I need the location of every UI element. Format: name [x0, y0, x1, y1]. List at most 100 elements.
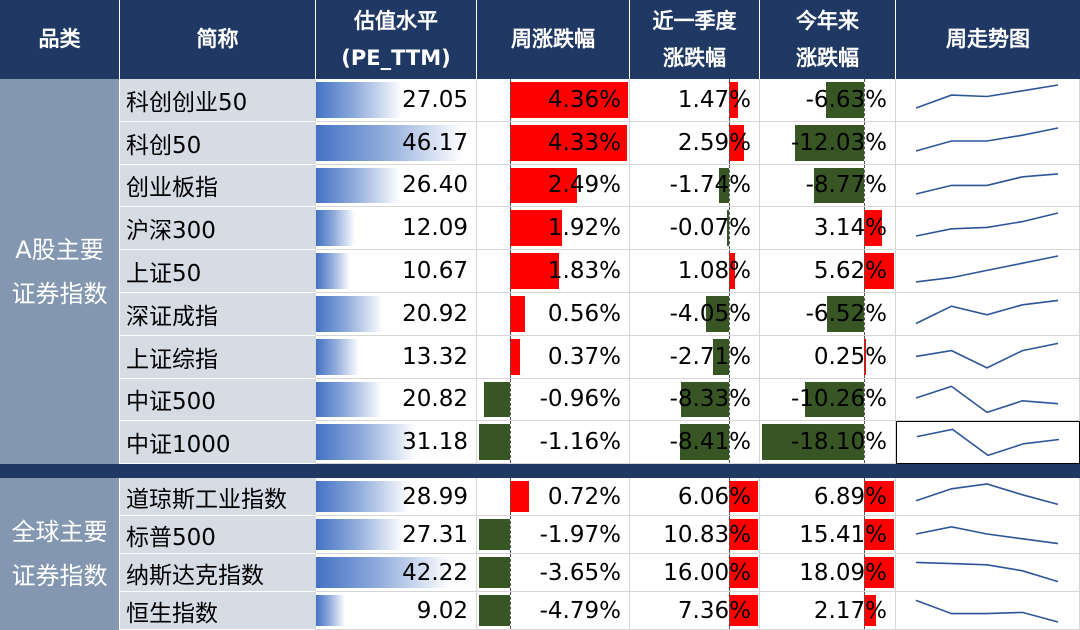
- pe-value: 31.18: [402, 429, 468, 456]
- index-name: 中证1000: [126, 432, 231, 459]
- header-ytd-line1: 今年来: [796, 8, 859, 33]
- header-ytd: 今年来 涨跌幅: [760, 0, 896, 79]
- header-name: 简称: [120, 0, 316, 79]
- ytd-change-value: 15.41%: [799, 521, 887, 548]
- trend-line: [915, 561, 1059, 583]
- category-a-share-line1: A股主要: [15, 235, 104, 264]
- trend-sparkline: [915, 385, 1059, 413]
- week-change-cell: -4.79%: [477, 592, 630, 630]
- trend-sparkline: [915, 483, 1059, 506]
- ytd-change-value: -18.10%: [791, 429, 887, 456]
- pe-cell: 26.40: [316, 164, 477, 208]
- trend-sparkline: [915, 255, 1059, 283]
- ytd-change-value: -6.52%: [805, 300, 887, 327]
- pe-cell: 27.31: [316, 516, 477, 554]
- trend-cell: [896, 79, 1080, 122]
- pe-data-bar: [316, 381, 382, 418]
- week-change-value: 0.56%: [547, 300, 621, 327]
- week-change-value: -0.96%: [539, 386, 621, 413]
- header-name-text: 简称: [196, 27, 239, 51]
- week-change-bar: [510, 124, 627, 161]
- header-trend-text: 周走势图: [946, 27, 1030, 51]
- index-name-cell: 沪深300: [120, 207, 316, 251]
- ytd-axis-line: [864, 164, 865, 207]
- quarter-change-cell: 16.00%: [630, 554, 760, 592]
- ytd-change-value: 2.17%: [813, 597, 887, 624]
- index-name-cell: 中证1000: [120, 421, 316, 465]
- quarter-change-cell: -2.71%: [630, 335, 760, 379]
- quarter-change-bar: [680, 424, 729, 461]
- quarter-change-cell: -0.07%: [630, 207, 760, 251]
- quarter-change-cell: 6.06%: [630, 478, 760, 516]
- trend-sparkline: [915, 525, 1059, 545]
- index-name: 标普500: [126, 524, 216, 551]
- header-quarter-line2: 涨跌幅: [663, 45, 726, 70]
- quarter-change-bar: [729, 557, 758, 588]
- week-change-bar: [510, 338, 520, 375]
- trend-sparkline: [915, 342, 1059, 369]
- quarter-change-bar: [729, 481, 758, 512]
- week-change-bar: [510, 481, 530, 512]
- pe-cell: 20.82: [316, 378, 477, 422]
- week-change-cell: 1.92%: [477, 207, 630, 251]
- week-change-bar: [479, 595, 510, 626]
- quarter-change-value: 7.36%: [677, 597, 751, 624]
- week-change-cell: 1.83%: [477, 250, 630, 293]
- trend-line: [915, 299, 1059, 325]
- pe-cell: 27.05: [316, 79, 477, 122]
- trend-cell: [896, 250, 1080, 293]
- index-name: 上证50: [126, 261, 202, 288]
- pe-data-bar: [316, 296, 383, 332]
- trend-cell: [896, 121, 1080, 165]
- header-pe-line1: 估值水平: [354, 8, 438, 33]
- pe-value: 26.40: [402, 172, 468, 199]
- index-name-cell: 上证50: [120, 250, 316, 293]
- week-change-value: 1.83%: [547, 258, 621, 285]
- index-name: 恒生指数: [126, 600, 218, 627]
- ytd-change-bar: [864, 595, 877, 626]
- quarter-change-value: 2.59%: [677, 129, 751, 156]
- week-axis-line: [510, 335, 511, 378]
- week-axis-line: [510, 421, 511, 464]
- ytd-axis-line: [864, 421, 865, 464]
- index-name: 创业板指: [126, 175, 218, 202]
- trend-cell: [896, 421, 1080, 465]
- week-change-value: 0.37%: [547, 343, 621, 370]
- pe-cell: 10.67: [316, 250, 477, 293]
- quarter-change-value: -0.07%: [669, 215, 751, 242]
- trend-line: [915, 483, 1059, 506]
- pe-data-bar: [316, 595, 345, 626]
- ytd-change-bar: [825, 82, 864, 118]
- index-name: 科创50: [126, 132, 202, 159]
- trend-line: [915, 212, 1059, 238]
- pe-data-bar: [316, 424, 416, 461]
- quarter-change-value: 16.00%: [663, 559, 751, 586]
- ytd-change-bar: [826, 296, 864, 332]
- week-axis-line: [510, 250, 511, 292]
- trend-line: [915, 255, 1059, 283]
- quarter-change-bar: [729, 124, 745, 161]
- quarter-axis-line: [729, 554, 730, 591]
- index-name-cell: 创业板指: [120, 164, 316, 208]
- trend-cell: [896, 335, 1080, 379]
- header-pe: 估值水平 (PE_TTM): [316, 0, 477, 79]
- ytd-change-cell: 0.25%: [760, 335, 896, 379]
- ytd-change-cell: 18.09%: [760, 554, 896, 592]
- week-change-value: 0.72%: [547, 483, 621, 510]
- quarter-change-bar: [713, 338, 729, 375]
- quarter-change-cell: -8.33%: [630, 378, 760, 422]
- quarter-change-value: 1.47%: [677, 86, 751, 113]
- week-change-bar: [479, 557, 510, 588]
- ytd-change-bar: [864, 253, 894, 289]
- quarter-change-cell: -1.74%: [630, 164, 760, 208]
- ytd-axis-line: [864, 250, 865, 292]
- category-global-line2: 证券指数: [11, 562, 108, 590]
- quarter-axis-line: [729, 79, 730, 121]
- ytd-change-cell: -6.63%: [760, 79, 896, 122]
- ytd-change-cell: 5.62%: [760, 250, 896, 293]
- header-quarter: 近一季度 涨跌幅: [630, 0, 760, 79]
- quarter-change-bar: [729, 253, 736, 289]
- trend-sparkline: [915, 172, 1059, 195]
- trend-cell: [896, 478, 1080, 516]
- ytd-change-cell: -6.52%: [760, 293, 896, 336]
